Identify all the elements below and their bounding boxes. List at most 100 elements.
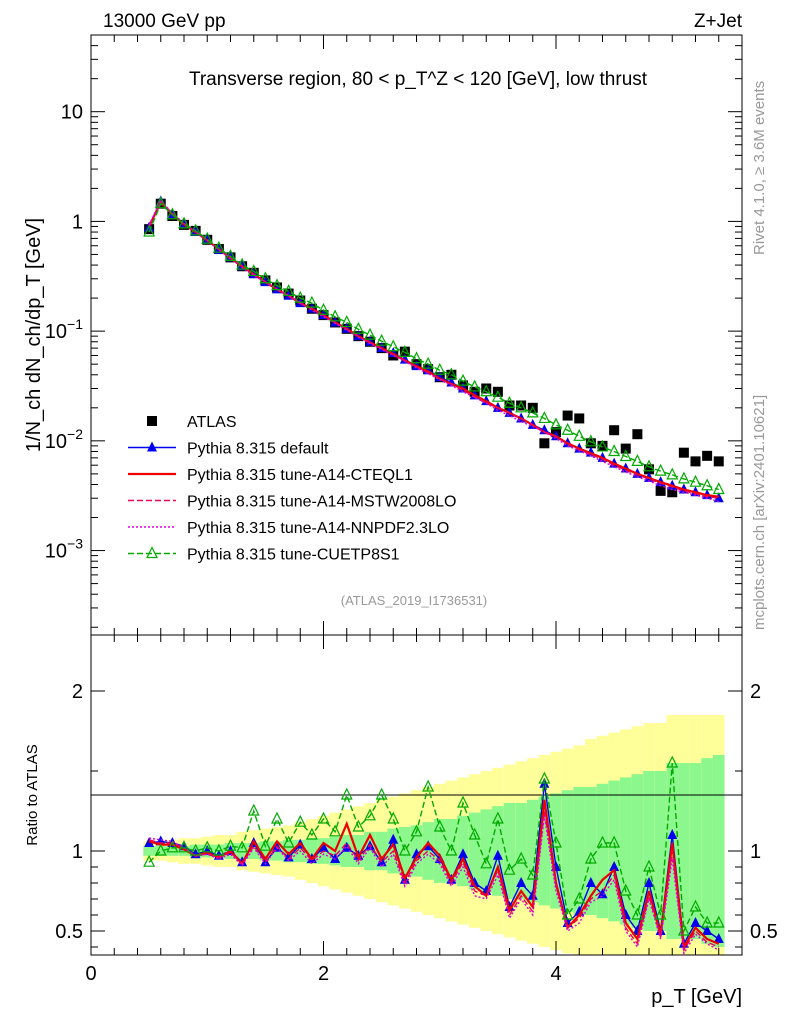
data-point-open-triangle <box>178 216 190 229</box>
data-point-open-triangle <box>619 449 632 462</box>
data-point-open-triangle <box>201 231 214 244</box>
data-point-square <box>713 456 724 467</box>
data-point-triangle <box>667 829 678 839</box>
data-point-triangle <box>318 841 329 852</box>
y-tick-label: 10 <box>61 102 83 124</box>
data-point-open-triangle <box>677 471 690 484</box>
data-point-open-triangle <box>503 862 516 875</box>
data-point-open-triangle <box>178 840 190 853</box>
y-tick-label: 10−1 <box>45 316 83 343</box>
data-point-open-triangle <box>305 295 318 308</box>
data-point-open-triangle <box>189 843 202 856</box>
main-y-axis-label: 1/N_ch dN_ch/dp_T [GeV] <box>23 218 45 452</box>
inner-band-segment <box>143 846 155 856</box>
ratio-panel: 0.5 0.5 1 1 2 2 0 2 4 Ratio to ATLAS p_T [GeV] <box>24 634 778 1008</box>
data-point-open-triangle <box>480 384 493 397</box>
data-point-open-triangle <box>352 819 365 832</box>
data-point-square <box>585 438 596 449</box>
data-point-open-triangle <box>631 454 644 466</box>
series-line <box>148 799 720 951</box>
data-point-open-triangle <box>712 482 725 495</box>
data-point-open-triangle <box>526 867 539 880</box>
inner-band-segment <box>306 838 318 864</box>
data-point-triangle <box>713 492 724 503</box>
data-point-open-triangle <box>387 339 400 352</box>
data-point-open-triangle <box>201 840 214 853</box>
data-point-open-triangle <box>433 819 446 832</box>
data-point-open-triangle <box>294 814 307 827</box>
data-point-open-triangle <box>375 333 388 346</box>
data-point-triangle <box>492 849 503 860</box>
data-point-open-triangle <box>689 474 702 487</box>
data-point-open-triangle <box>387 811 400 824</box>
inner-band-segment <box>433 819 446 883</box>
data-point-square <box>597 440 608 451</box>
data-point-open-triangle <box>584 851 597 864</box>
data-point-open-triangle <box>364 808 376 821</box>
data-point-open-triangle <box>317 811 330 824</box>
inner-band-segment <box>654 771 667 931</box>
data-point-square <box>690 456 701 467</box>
ratio-series-group <box>143 755 725 956</box>
data-point-open-triangle <box>422 779 435 792</box>
data-point-square <box>644 464 654 475</box>
data-point-open-triangle <box>712 915 725 928</box>
data-point-square <box>504 400 515 411</box>
inner-band-segment <box>166 846 179 856</box>
series-pythia-8-315-tune-cuetp8s1 <box>143 755 725 936</box>
data-point-open-triangle <box>294 290 307 303</box>
data-point-open-triangle <box>329 824 342 837</box>
data-point-square <box>609 425 620 436</box>
data-point-open-triangle <box>271 811 283 824</box>
ratio-y-tick-label: 2 <box>72 681 83 703</box>
data-point-open-triangle <box>468 379 481 392</box>
inner-band-segment <box>550 793 562 909</box>
data-point-triangle <box>516 877 527 887</box>
inner-band-segment <box>247 843 260 859</box>
data-point-open-triangle <box>515 851 528 864</box>
data-point-open-triangle <box>305 827 318 840</box>
data-point-open-triangle <box>538 771 551 784</box>
inner-band-segment <box>538 796 551 906</box>
data-point-open-triangle <box>146 546 158 559</box>
series-pythia-8-315-tune-a14-nnpdf2-3lo <box>148 199 719 503</box>
data-point-open-triangle <box>701 915 714 928</box>
inner-band-segment <box>154 846 167 856</box>
data-point-open-triangle <box>689 899 702 912</box>
data-point-triangle <box>341 841 352 852</box>
inner-band-segment <box>619 777 632 925</box>
data-point-open-triangle <box>224 838 237 851</box>
data-point-open-triangle <box>212 240 225 253</box>
data-point-square <box>620 443 631 454</box>
series-line <box>148 810 720 953</box>
inner-band-segment <box>631 774 644 928</box>
data-point-triangle <box>147 441 157 452</box>
data-point-open-triangle <box>515 400 528 413</box>
data-point-triangle <box>330 853 341 863</box>
data-point-open-triangle <box>677 923 690 936</box>
data-point-open-triangle <box>445 367 458 380</box>
legend-entry: Pythia 8.315 tune-A14-NNPDF2.3LO <box>128 520 449 537</box>
data-point-triangle <box>713 933 724 943</box>
data-point-triangle <box>388 833 399 844</box>
data-point-open-triangle <box>654 907 667 920</box>
data-point-open-triangle <box>480 856 493 869</box>
series-line <box>149 815 720 956</box>
legend-label: ATLAS <box>187 414 237 431</box>
main-frame <box>90 34 743 636</box>
data-point-open-triangle <box>143 854 156 867</box>
inner-band-segment <box>178 846 190 856</box>
data-point-open-triangle <box>433 362 446 375</box>
data-point-open-triangle <box>154 196 167 209</box>
data-point-open-triangle <box>491 811 504 824</box>
ratio-y-tick-label: 1 <box>72 841 83 863</box>
inner-band-segment <box>375 831 388 871</box>
data-point-open-triangle <box>340 315 353 328</box>
data-point-triangle <box>597 888 608 899</box>
data-point-square <box>562 410 573 421</box>
inner-band-segment <box>422 822 434 880</box>
data-point-open-triangle <box>608 444 621 457</box>
ratio-y-tick-label-right: 1 <box>750 841 761 863</box>
data-point-open-triangle <box>422 356 435 369</box>
data-point-open-triangle <box>364 327 376 340</box>
